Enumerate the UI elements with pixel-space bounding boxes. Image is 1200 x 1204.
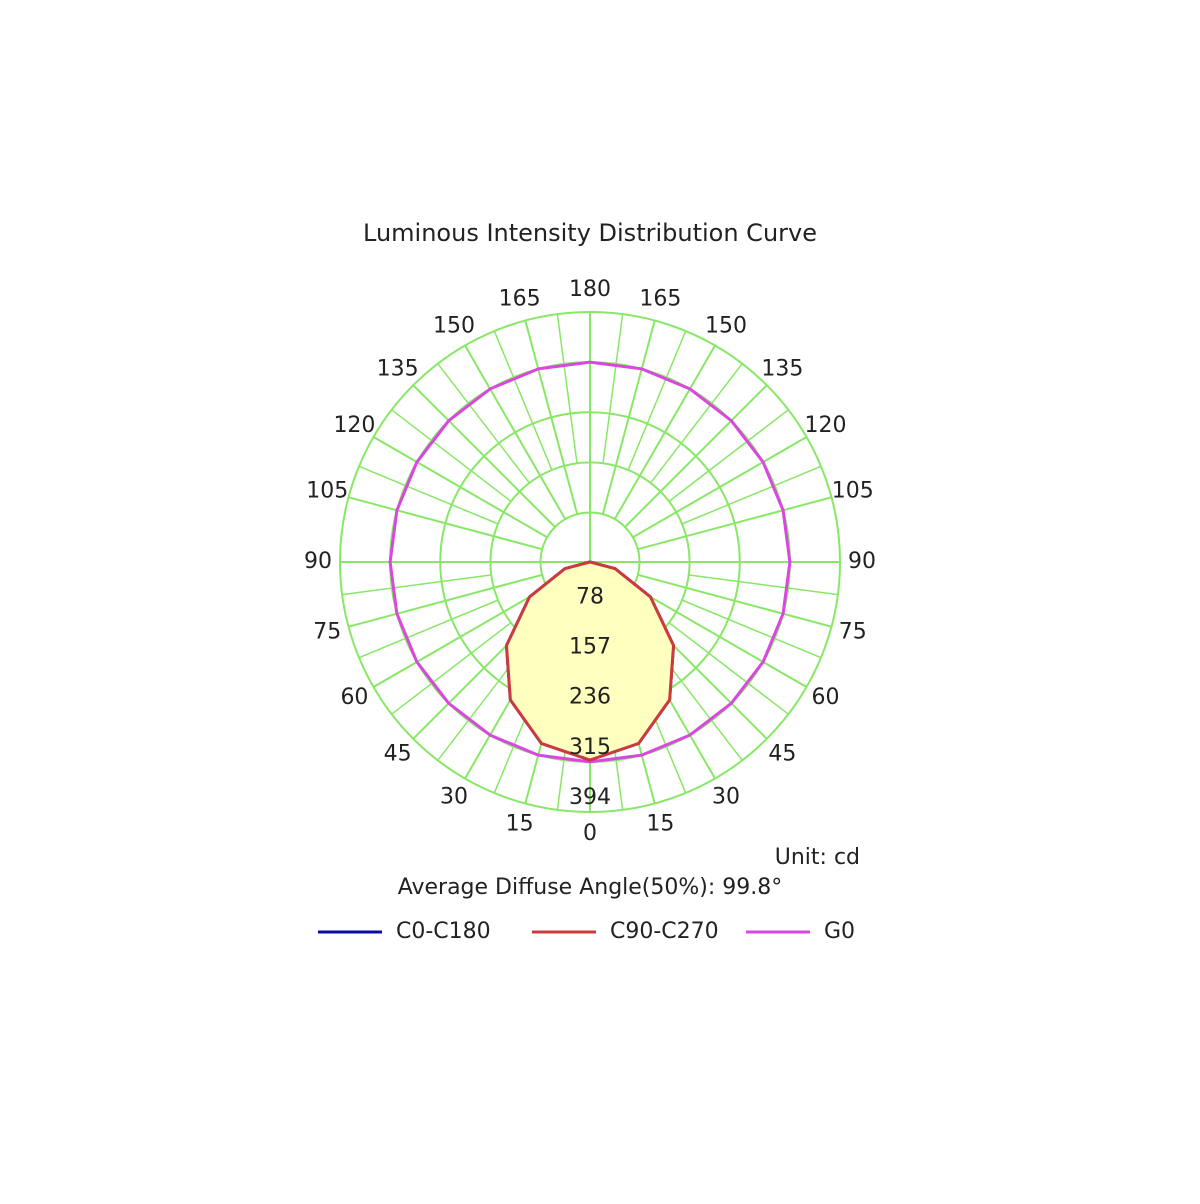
curve-right — [589, 560, 675, 762]
unit-label: Unit: cd — [775, 845, 860, 870]
angle-tick-label: 120 — [333, 413, 375, 438]
curve-left — [505, 560, 591, 762]
grid-spoke-minor — [437, 363, 531, 484]
angle-tick-label: 135 — [377, 357, 419, 382]
curve-right — [589, 360, 792, 764]
grid-spoke — [348, 573, 543, 628]
grid-spoke-minor — [358, 465, 499, 525]
angle-tick-label: 60 — [340, 685, 368, 710]
angle-tick-label: 15 — [506, 812, 534, 837]
chart-title: Luminous Intensity Distribution Curve — [363, 219, 817, 247]
grid-spoke-minor — [493, 330, 553, 471]
angle-tick-label: 75 — [839, 619, 867, 644]
angle-tick-label: 90 — [848, 549, 876, 574]
area-fill — [506, 562, 674, 760]
grid-spoke — [637, 573, 832, 628]
grid-spoke — [632, 585, 808, 688]
angle-tick-label: 150 — [433, 313, 475, 338]
grid-spoke — [348, 496, 543, 551]
grid-spoke — [624, 384, 768, 528]
angle-tick-label: 165 — [499, 286, 541, 311]
r-tick-label: 236 — [569, 685, 611, 710]
angle-tick-label: 150 — [705, 313, 747, 338]
grid-spoke — [372, 585, 548, 688]
grid-spoke-minor — [342, 574, 492, 596]
grid-spoke — [601, 320, 656, 515]
grid-spoke-minor — [681, 599, 822, 659]
angle-tick-label: 105 — [832, 479, 874, 504]
angle-tick-label: 0 — [583, 821, 597, 846]
legend-label: G0 — [824, 919, 855, 944]
grid-spoke-minor — [688, 574, 838, 596]
legend-label: C0-C180 — [396, 919, 491, 944]
angle-tick-label: 165 — [639, 286, 681, 311]
grid-spoke — [464, 344, 567, 520]
angle-tick-label: 60 — [812, 685, 840, 710]
grid-spoke — [412, 384, 556, 528]
grid-spoke-minor — [627, 330, 687, 471]
grid-spoke-minor — [649, 363, 743, 484]
angle-tick-label: 135 — [761, 357, 803, 382]
r-tick-label: 78 — [576, 584, 604, 609]
grid-spoke-minor — [602, 314, 624, 464]
angle-tick-label: 90 — [304, 549, 332, 574]
grid-spoke — [372, 436, 548, 539]
angle-tick-label: 75 — [313, 619, 341, 644]
angle-tick-label: 105 — [306, 479, 348, 504]
angle-tick-label: 30 — [712, 785, 740, 810]
grid-spoke-minor — [391, 409, 512, 503]
r-tick-label: 394 — [569, 785, 611, 810]
r-tick-label: 315 — [569, 735, 611, 760]
angle-tick-label: 30 — [440, 785, 468, 810]
grid-spoke — [632, 436, 808, 539]
grid-spoke-minor — [556, 314, 578, 464]
angle-tick-label: 45 — [384, 741, 412, 766]
legend-label: C90-C270 — [610, 919, 719, 944]
grid-spoke-minor — [668, 409, 789, 503]
grid-spoke — [637, 496, 832, 551]
angle-tick-label: 45 — [768, 741, 796, 766]
grid-spoke-minor — [358, 599, 499, 659]
angle-tick-label: 120 — [805, 413, 847, 438]
angle-tick-label: 15 — [646, 812, 674, 837]
curve-left — [388, 360, 591, 764]
annotation: Average Diffuse Angle(50%): 99.8° — [398, 875, 783, 900]
grid-spoke-minor — [391, 621, 512, 715]
grid-spoke — [524, 320, 579, 515]
angle-tick-label: 180 — [569, 277, 611, 302]
grid-spoke-minor — [668, 621, 789, 715]
r-tick-label: 157 — [569, 635, 611, 660]
grid-spoke-minor — [681, 465, 822, 525]
grid-spoke — [613, 344, 716, 520]
